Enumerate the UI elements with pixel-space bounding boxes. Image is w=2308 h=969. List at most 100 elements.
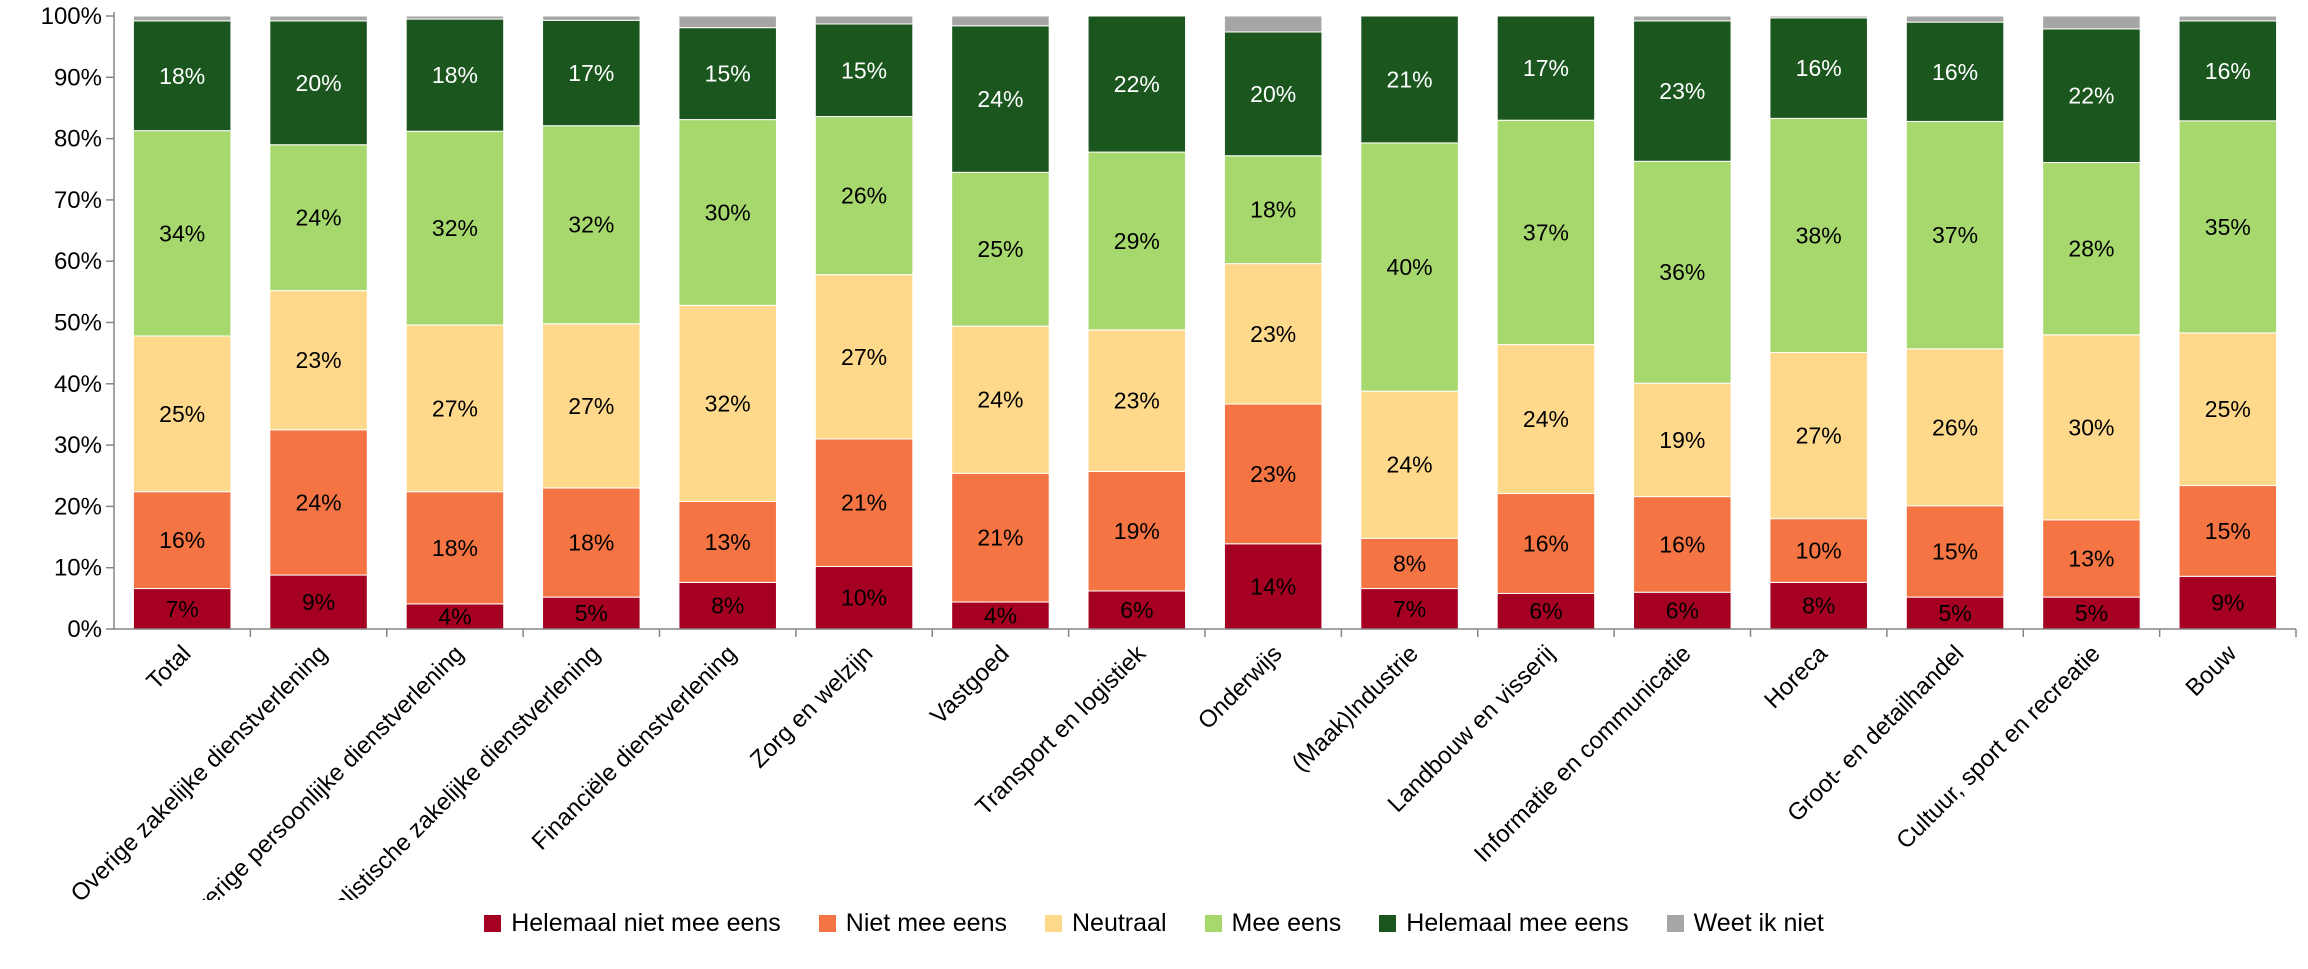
- bar-segment: [542, 596, 641, 630]
- chart-canvas: 0% 10% 20% 30% 40% 50% 60% 70% 80% 90% 100% 7% 16% 25…: [41, 3, 2297, 960]
- data-label: 6%: [1120, 597, 1153, 623]
- bar-segment: [1633, 160, 1732, 384]
- bar-segment: [951, 15, 1050, 27]
- data-label: 16%: [1659, 531, 1705, 557]
- data-label: 25%: [159, 401, 205, 427]
- bar-segment: [951, 171, 1050, 327]
- x-category-label: Zorg en welzijn: [745, 640, 878, 773]
- data-label: 14%: [1250, 573, 1296, 599]
- data-label: 16%: [1523, 530, 1569, 556]
- data-label: 24%: [1523, 406, 1569, 432]
- bar-segment: [1905, 505, 2005, 598]
- bar-segment: [2042, 28, 2141, 164]
- data-label: 32%: [568, 212, 614, 238]
- data-label: 4%: [984, 603, 1017, 629]
- data-label: 16%: [2205, 58, 2251, 84]
- data-label: 30%: [705, 199, 751, 225]
- data-label: 7%: [166, 596, 199, 622]
- bar-segment: [1633, 496, 1732, 593]
- legend-item: Helemaal mee eens: [1379, 909, 1629, 938]
- data-label: 16%: [159, 527, 205, 553]
- data-label: 10%: [841, 585, 887, 611]
- data-label: 22%: [2068, 83, 2114, 109]
- bar-segment: [405, 491, 505, 605]
- bar-segment: [1223, 155, 1323, 265]
- bar-segment: [132, 15, 232, 22]
- data-label: 23%: [1114, 388, 1160, 414]
- data-label: 5%: [1938, 600, 1971, 626]
- bar-segment: [1769, 15, 1868, 19]
- x-category-label: Bouw: [2181, 640, 2243, 702]
- data-label: 5%: [575, 600, 608, 626]
- bar-segment: [132, 20, 232, 132]
- data-label: 27%: [841, 344, 887, 370]
- bar-segment: [951, 25, 1050, 173]
- bar-segment: [1496, 15, 1596, 121]
- data-label: 27%: [1796, 423, 1842, 449]
- bar-segment: [269, 290, 368, 431]
- bar-segment: [269, 429, 368, 576]
- data-label: 20%: [1250, 81, 1296, 107]
- bar-segment: [1633, 20, 1732, 162]
- data-label: 19%: [1114, 518, 1160, 544]
- legend-swatch: [1045, 914, 1062, 932]
- bar-segment: [814, 565, 914, 630]
- y-tick-label: 50%: [54, 310, 102, 337]
- data-label: 19%: [1659, 427, 1705, 453]
- data-label: 23%: [296, 347, 342, 373]
- data-label: 17%: [568, 60, 614, 86]
- x-category-label: Vastgoed: [925, 640, 1015, 730]
- data-label: 28%: [2068, 236, 2114, 262]
- bar-segment: [1360, 588, 1459, 630]
- data-label: 24%: [296, 205, 342, 231]
- data-label: 18%: [432, 62, 478, 88]
- bar-segment: [1905, 21, 2005, 122]
- data-label: 30%: [2068, 414, 2114, 440]
- data-label: 18%: [1250, 197, 1296, 223]
- bar-segment: [542, 323, 641, 489]
- data-label: 17%: [1523, 55, 1569, 81]
- legend-item: Mee eens: [1204, 909, 1341, 938]
- data-label: 18%: [159, 63, 205, 89]
- data-label: 36%: [1659, 259, 1705, 285]
- bar-segment: [814, 274, 914, 440]
- y-tick-label: 0%: [67, 616, 102, 643]
- bar-segment: [1769, 581, 1868, 630]
- bar-segment: [1905, 596, 2005, 630]
- data-label: 9%: [2211, 590, 2244, 616]
- bar-segment: [405, 130, 505, 326]
- y-tick-label: 20%: [54, 493, 102, 520]
- data-label: 38%: [1796, 222, 1842, 248]
- bar-segment: [2042, 519, 2141, 598]
- bar-segment: [814, 15, 914, 25]
- bar-segment: [678, 500, 777, 583]
- bar-segment: [2178, 332, 2278, 487]
- data-label: 25%: [977, 236, 1023, 262]
- data-label: 18%: [568, 530, 614, 556]
- bar-segment: [678, 304, 777, 502]
- data-label: 15%: [705, 61, 751, 87]
- data-label: 20%: [296, 70, 342, 96]
- data-label: 8%: [711, 593, 744, 619]
- x-category-label: (Maak)Industrie: [1287, 640, 1424, 777]
- bar-segment: [814, 116, 914, 276]
- data-label: 13%: [2068, 546, 2114, 572]
- bar-segment: [132, 335, 232, 493]
- bar-segment: [1087, 15, 1187, 153]
- bar-segment: [951, 472, 1050, 603]
- bar-segment: [678, 27, 777, 121]
- data-label: 8%: [1802, 593, 1835, 619]
- legend-item: Weet ik niet: [1666, 909, 1824, 938]
- bar-segment: [1087, 470, 1187, 592]
- data-label: 23%: [1250, 461, 1296, 487]
- bar-segment: [405, 18, 505, 132]
- bar-segment: [1087, 590, 1187, 630]
- legend-swatch: [1666, 914, 1684, 932]
- y-tick-label: 30%: [54, 432, 102, 459]
- data-label: 4%: [438, 603, 471, 629]
- chart-legend: Helemaal niet mee eens Niet mee eens Neutr…: [0, 903, 2308, 943]
- bar-segment: [1223, 31, 1323, 157]
- bar-segment: [1087, 151, 1187, 331]
- bar-segment: [678, 15, 777, 29]
